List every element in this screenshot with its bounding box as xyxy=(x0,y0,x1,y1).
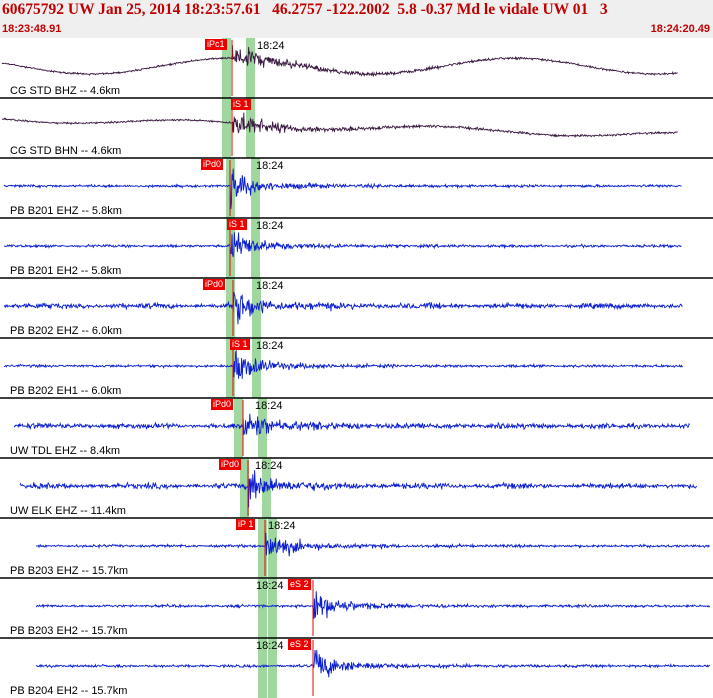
phase-window-band xyxy=(222,38,231,98)
channel-label: PB B203 EHZ -- 15.7km xyxy=(10,565,128,577)
window-start-time: 18:23:48.91 xyxy=(2,23,62,35)
event-header: 60675792 UW Jan 25, 2014 18:23:57.61 46.… xyxy=(0,0,713,38)
time-tick-label: 18:24 xyxy=(255,460,283,472)
phase-window-band xyxy=(246,98,255,158)
time-tick-label: 18:24 xyxy=(257,40,285,52)
phase-pick-flag[interactable]: iPd0 xyxy=(201,159,224,170)
channel-label: PB B202 EHZ -- 6.0km xyxy=(10,325,122,337)
phase-window-band xyxy=(258,578,267,638)
phase-window-band xyxy=(246,38,255,98)
phase-pick-flag[interactable]: iP 1 xyxy=(236,519,256,530)
waveform-trace[interactable] xyxy=(3,291,683,325)
window-end-time: 18:24:20.49 xyxy=(650,23,710,35)
time-tick-label: 18:24 xyxy=(256,640,284,652)
time-tick-label: 18:24 xyxy=(256,220,284,232)
waveform-trace[interactable] xyxy=(19,470,698,508)
waveform-trace[interactable] xyxy=(3,168,682,210)
waveform-trace[interactable] xyxy=(35,649,711,678)
phase-window-band xyxy=(226,278,235,338)
phase-pick-flag[interactable]: iPd0 xyxy=(211,399,234,410)
phase-window-band xyxy=(258,518,267,578)
waveform-trace[interactable] xyxy=(3,349,683,379)
phase-pick-flag[interactable]: eS 2 xyxy=(288,639,311,650)
waveform-trace[interactable] xyxy=(3,232,682,258)
phase-pick-flag[interactable]: iPc1 xyxy=(205,39,227,50)
phase-window-band xyxy=(222,98,231,158)
phase-pick-flag[interactable]: iS 1 xyxy=(227,219,247,230)
channel-label: PB B201 EHZ -- 5.8km xyxy=(10,205,122,217)
time-tick-label: 18:24 xyxy=(268,520,296,532)
waveform-trace[interactable] xyxy=(1,45,678,78)
phase-window-band xyxy=(234,398,243,458)
phase-window-band xyxy=(268,638,277,698)
seismogram-panel[interactable]: CG STD BHZ -- 4.6km iPc1 18:24 CG STD BHN -… xyxy=(0,38,713,698)
time-tick-label: 18:24 xyxy=(256,280,284,292)
channel-label: CG STD BHZ -- 4.6km xyxy=(10,85,121,97)
waveform-canvas[interactable] xyxy=(0,38,713,698)
waveform-trace[interactable] xyxy=(1,112,678,139)
channel-label: CG STD BHN -- 4.6km xyxy=(10,145,122,157)
channel-label: PB B204 EH2 -- 15.7km xyxy=(10,685,128,697)
channel-label: PB B203 EH2 -- 15.7km xyxy=(10,625,128,637)
phase-pick-flag[interactable]: iS 1 xyxy=(231,99,251,110)
channel-label: PB B202 EH1 -- 6.0km xyxy=(10,385,122,397)
phase-pick-flag[interactable]: iS 1 xyxy=(230,339,250,350)
time-tick-label: 18:24 xyxy=(256,580,284,592)
phase-window-band xyxy=(262,458,271,518)
phase-window-band xyxy=(226,338,235,398)
time-tick-label: 18:24 xyxy=(256,160,284,172)
phase-window-band xyxy=(258,398,267,458)
phase-window-band xyxy=(258,638,267,698)
channel-label: PB B201 EH2 -- 5.8km xyxy=(10,265,122,277)
waveform-trace[interactable] xyxy=(35,532,711,557)
time-tick-label: 18:24 xyxy=(255,400,283,412)
time-tick-label: 18:24 xyxy=(256,340,284,352)
phase-pick-flag[interactable]: iPd0 xyxy=(203,279,226,290)
phase-pick-flag[interactable]: iPd0 xyxy=(219,459,242,470)
channel-label: UW ELK EHZ -- 11.4km xyxy=(10,505,126,517)
waveform-trace[interactable] xyxy=(13,413,690,436)
waveform-trace[interactable] xyxy=(35,591,711,619)
phase-window-band xyxy=(268,578,277,638)
channel-label: UW TDL EHZ -- 8.4km xyxy=(10,445,121,457)
event-title: 60675792 UW Jan 25, 2014 18:23:57.61 46.… xyxy=(2,1,608,18)
phase-pick-flag[interactable]: eS 2 xyxy=(288,579,311,590)
